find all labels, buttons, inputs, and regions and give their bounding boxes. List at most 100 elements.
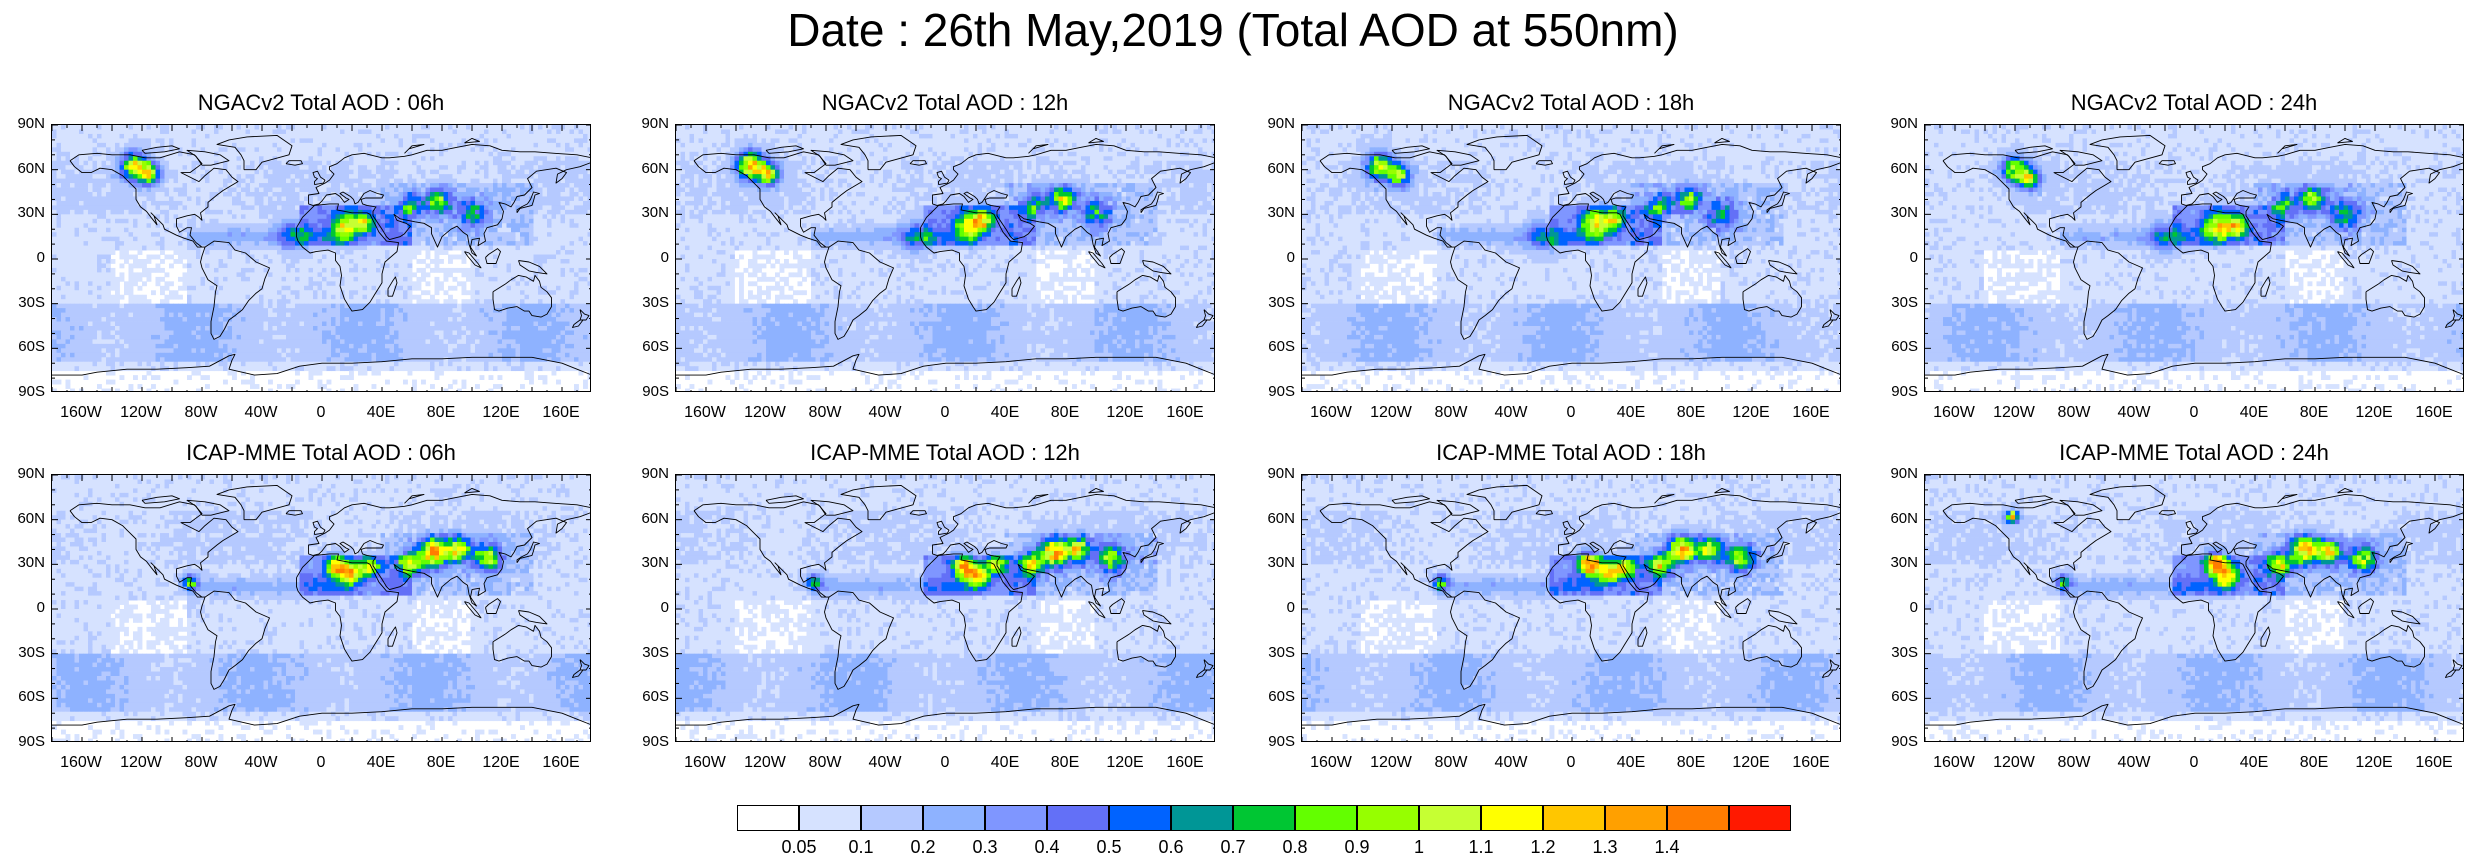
- aod-field-map: [1302, 475, 1841, 742]
- longitude-tick-label: 0: [291, 404, 351, 422]
- longitude-tick-label: 0: [291, 754, 351, 772]
- longitude-tick-label: 80E: [1661, 754, 1721, 772]
- aod-grid-cells: [1302, 125, 1841, 392]
- longitude-tick-label: 80E: [2284, 404, 2344, 422]
- panel-title: NGACv2 Total AOD : 06h: [51, 90, 591, 116]
- latitude-tick-label: 30N: [1255, 205, 1295, 221]
- longitude-tick-label: 160E: [1781, 404, 1841, 422]
- colorbar-swatch: [1729, 805, 1791, 831]
- colorbar-swatch: [1667, 805, 1729, 831]
- longitude-tick-label: 80W: [2044, 404, 2104, 422]
- longitude-tick-label: 160E: [531, 404, 591, 422]
- colorbar-label: 1.2: [1518, 837, 1568, 857]
- aod-map: [1924, 474, 2464, 742]
- longitude-tick-label: 0: [1541, 404, 1601, 422]
- aod-field-map: [1925, 125, 2464, 392]
- latitude-tick-label: 90S: [1255, 384, 1295, 400]
- latitude-tick-label: 90S: [5, 734, 45, 750]
- latitude-tick-label: 90S: [629, 384, 669, 400]
- longitude-tick-label: 40E: [1601, 404, 1661, 422]
- aod-grid-cells: [52, 475, 591, 742]
- latitude-tick-label: 60S: [1255, 339, 1295, 355]
- latitude-tick-label: 30N: [1878, 205, 1918, 221]
- latitude-tick-label: 90S: [5, 384, 45, 400]
- longitude-tick-label: 40W: [231, 754, 291, 772]
- latitude-tick-label: 0: [1255, 600, 1295, 616]
- longitude-tick-label: 120E: [2344, 404, 2404, 422]
- colorbar-label: 0.5: [1084, 837, 1134, 857]
- aod-field-map: [676, 475, 1215, 742]
- latitude-tick-label: 0: [1255, 250, 1295, 266]
- colorbar-label: 1: [1394, 837, 1444, 857]
- figure-title: Date : 26th May,2019 (Total AOD at 550nm…: [0, 2, 2466, 58]
- aod-field-map: [1302, 125, 1841, 392]
- colorbar-label: 0.1: [836, 837, 886, 857]
- longitude-tick-label: 80E: [1035, 404, 1095, 422]
- longitude-tick-label: 40W: [2104, 754, 2164, 772]
- longitude-tick-label: 120E: [1095, 754, 1155, 772]
- colorbar-swatch: [1233, 805, 1295, 831]
- latitude-tick-label: 90S: [1255, 734, 1295, 750]
- colorbar-swatch: [1295, 805, 1357, 831]
- longitude-tick-label: 160E: [2404, 754, 2464, 772]
- colorbar-swatch: [799, 805, 861, 831]
- latitude-tick-label: 90S: [629, 734, 669, 750]
- colorbar-label: 1.4: [1642, 837, 1692, 857]
- longitude-tick-label: 80E: [411, 754, 471, 772]
- longitude-tick-label: 80W: [2044, 754, 2104, 772]
- longitude-tick-label: 160W: [1924, 754, 1984, 772]
- colorbar-label: 0.4: [1022, 837, 1072, 857]
- colorbar-swatch: [1109, 805, 1171, 831]
- latitude-tick-label: 30S: [1878, 295, 1918, 311]
- aod-grid-cells: [1302, 475, 1841, 742]
- longitude-tick-label: 40W: [2104, 404, 2164, 422]
- longitude-tick-label: 120W: [111, 754, 171, 772]
- longitude-tick-label: 0: [2164, 404, 2224, 422]
- longitude-tick-label: 0: [2164, 754, 2224, 772]
- longitude-tick-label: 120W: [111, 404, 171, 422]
- latitude-tick-label: 30S: [5, 295, 45, 311]
- colorbar-swatch: [1543, 805, 1605, 831]
- latitude-tick-label: 60S: [5, 689, 45, 705]
- latitude-tick-label: 30S: [629, 295, 669, 311]
- latitude-tick-label: 30N: [5, 555, 45, 571]
- colorbar-swatch: [985, 805, 1047, 831]
- colorbar-swatch: [1419, 805, 1481, 831]
- latitude-tick-label: 0: [5, 600, 45, 616]
- latitude-tick-label: 60N: [1255, 511, 1295, 527]
- panel-title: NGACv2 Total AOD : 12h: [675, 90, 1215, 116]
- longitude-tick-label: 40E: [351, 754, 411, 772]
- colorbar-swatch: [1481, 805, 1543, 831]
- colorbar-swatch: [861, 805, 923, 831]
- longitude-tick-label: 80W: [795, 404, 855, 422]
- latitude-tick-label: 60S: [1878, 689, 1918, 705]
- latitude-tick-label: 0: [1878, 600, 1918, 616]
- latitude-tick-label: 90S: [1878, 734, 1918, 750]
- colorbar-label: 0.3: [960, 837, 1010, 857]
- colorbar-swatch: [1357, 805, 1419, 831]
- colorbar-label: 0.9: [1332, 837, 1382, 857]
- longitude-tick-label: 80W: [1421, 754, 1481, 772]
- latitude-tick-label: 60S: [629, 339, 669, 355]
- colorbar-swatch: [923, 805, 985, 831]
- longitude-tick-label: 120E: [471, 404, 531, 422]
- panel-title: ICAP-MME Total AOD : 24h: [1924, 440, 2464, 466]
- colorbar-label: 0.6: [1146, 837, 1196, 857]
- aod-field-map: [676, 125, 1215, 392]
- longitude-tick-label: 160E: [531, 754, 591, 772]
- aod-map: [51, 474, 591, 742]
- aod-field-map: [52, 125, 591, 392]
- latitude-tick-label: 30S: [629, 645, 669, 661]
- longitude-tick-label: 160W: [51, 754, 111, 772]
- latitude-tick-label: 30N: [629, 555, 669, 571]
- latitude-tick-label: 0: [629, 600, 669, 616]
- colorbar-swatch: [1047, 805, 1109, 831]
- latitude-tick-label: 60S: [1878, 339, 1918, 355]
- panel-title: NGACv2 Total AOD : 18h: [1301, 90, 1841, 116]
- latitude-tick-label: 90N: [1255, 466, 1295, 482]
- longitude-tick-label: 120W: [735, 404, 795, 422]
- latitude-tick-label: 60N: [1878, 161, 1918, 177]
- latitude-tick-label: 30N: [629, 205, 669, 221]
- colorbar-label: 0.05: [774, 837, 824, 857]
